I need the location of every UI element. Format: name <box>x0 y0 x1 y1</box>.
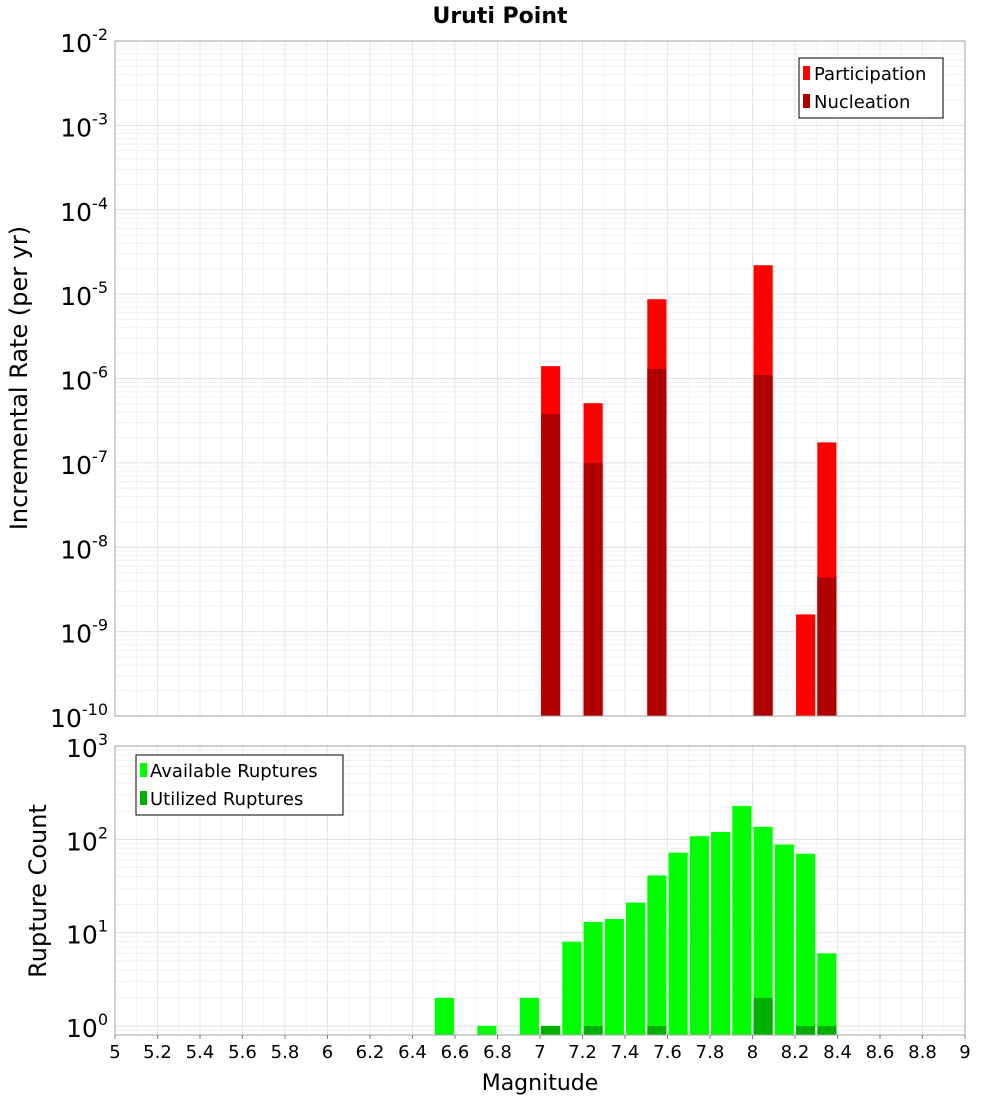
x-tick-label: 8.4 <box>823 1042 852 1063</box>
x-tick-label: 8.8 <box>908 1042 937 1063</box>
utilized-ruptures-legend-label: Utilized Ruptures <box>150 789 303 810</box>
rate-nucleation-bar <box>753 375 773 716</box>
count-available-ruptures-bar <box>626 902 646 1035</box>
count-utilized-ruptures-bar <box>647 1025 667 1035</box>
y-tick-label: 103 <box>66 730 108 763</box>
count-available-ruptures-bar <box>434 997 454 1035</box>
x-tick-label: 7.4 <box>611 1042 640 1063</box>
rate-nucleation-bar <box>583 462 603 716</box>
y-tick-label: 10-5 <box>60 278 108 311</box>
y-tick-label: 10-4 <box>60 194 108 227</box>
count-utilized-ruptures-bar <box>541 1025 561 1035</box>
y-tick-label: 10-3 <box>60 109 108 142</box>
count-utilized-ruptures-bar <box>796 1025 816 1035</box>
y-tick-label: 10-8 <box>60 531 108 564</box>
x-tick-label: 8.6 <box>866 1042 895 1063</box>
x-tick-label: 5 <box>109 1042 120 1063</box>
rate-y-ticks: 10-2 10-3 10-4 10-5 10-6 10-7 10-8 10-9 10-10 <box>50 25 108 733</box>
y-tick-label: 10-2 <box>60 25 108 58</box>
count-utilized-ruptures-bar <box>753 997 773 1035</box>
count-available-ruptures-bar <box>732 805 752 1035</box>
rupture-legend-box <box>135 754 344 816</box>
x-tick-label: 6.4 <box>398 1042 427 1063</box>
count-available-ruptures-bar <box>817 953 837 1035</box>
available-ruptures-legend-swatch <box>140 763 147 777</box>
rate-y-axis-label: Incremental Rate (per yr) <box>5 226 33 530</box>
count-available-ruptures-bar <box>477 1025 497 1035</box>
rate-participation-bar <box>796 614 816 716</box>
y-tick-label: 102 <box>66 823 108 856</box>
x-axis-label: Magnitude <box>482 1071 599 1096</box>
available-ruptures-legend-label: Available Ruptures <box>150 761 318 782</box>
count-available-ruptures-bar <box>689 836 709 1035</box>
y-tick-label: 10-9 <box>60 616 108 649</box>
x-tick-label: 5.6 <box>228 1042 257 1063</box>
x-tick-label: 5.8 <box>271 1042 300 1063</box>
rupture-legend: Available Ruptures Utilized Ruptures <box>135 754 344 816</box>
x-tick-label: 6 <box>322 1042 333 1063</box>
count-available-ruptures-bar <box>753 826 773 1035</box>
y-tick-label: 10-10 <box>50 700 108 733</box>
nucleation-legend-label: Nucleation <box>814 92 910 113</box>
x-tick-label: 5.4 <box>186 1042 215 1063</box>
rate-plot-frame <box>114 40 966 717</box>
rate-legend: Participation Nucleation <box>798 57 944 119</box>
y-tick-label: 10-7 <box>60 447 108 480</box>
rupture-count-panel: 103 102 101 100 5 5.2 5.4 5.6 5.8 6 6.2 6.4 6.6 6.8 7… <box>24 730 971 1096</box>
rupture-y-axis-label: Rupture Count <box>24 804 52 978</box>
chart-title: Uruti Point <box>432 4 568 29</box>
count-available-ruptures-bar <box>711 831 731 1035</box>
participation-legend-label: Participation <box>814 64 926 85</box>
magnitude-x-ticks: 5 5.2 5.4 5.6 5.8 6 6.2 6.4 6.6 6.8 7 7.2 7.4 7.6 7.8 8… <box>109 1035 971 1063</box>
count-available-ruptures-bar <box>668 852 688 1035</box>
count-utilized-ruptures-bar <box>817 1025 837 1035</box>
rupture-y-ticks: 103 102 101 100 <box>66 730 108 1043</box>
rate-gridlines <box>114 41 966 717</box>
count-available-ruptures-bar <box>604 919 624 1035</box>
utilized-ruptures-legend-swatch <box>140 791 147 805</box>
count-available-ruptures-bar <box>774 844 794 1035</box>
x-tick-label: 5.2 <box>143 1042 172 1063</box>
count-available-ruptures-bar <box>647 875 667 1035</box>
rate-panel: 10-2 10-3 10-4 10-5 10-6 10-7 10-8 10-9 10-10 In… <box>5 25 966 733</box>
rate-legend-box <box>798 57 944 119</box>
count-available-ruptures-bar <box>583 922 603 1035</box>
x-tick-label: 8.2 <box>781 1042 810 1063</box>
rupture-bars <box>434 805 837 1035</box>
rate-bars <box>541 265 837 716</box>
count-available-ruptures-bar <box>519 997 539 1035</box>
participation-legend-swatch <box>803 66 810 80</box>
rate-nucleation-bar <box>647 368 667 716</box>
x-tick-label: 6.2 <box>356 1042 385 1063</box>
x-tick-label: 6.6 <box>441 1042 470 1063</box>
count-available-ruptures-bar <box>796 853 816 1035</box>
x-tick-label: 7.2 <box>568 1042 597 1063</box>
y-tick-label: 10-6 <box>60 363 108 396</box>
y-tick-label: 100 <box>66 1010 108 1043</box>
rate-nucleation-bar <box>541 413 561 716</box>
x-tick-label: 6.8 <box>483 1042 512 1063</box>
x-tick-label: 7.6 <box>653 1042 682 1063</box>
x-tick-label: 7 <box>534 1042 545 1063</box>
count-utilized-ruptures-bar <box>583 1025 603 1035</box>
count-available-ruptures-bar <box>562 941 582 1035</box>
rate-nucleation-bar <box>817 577 837 716</box>
x-tick-label: 7.8 <box>696 1042 725 1063</box>
x-tick-label: 8 <box>747 1042 758 1063</box>
x-tick-label: 9 <box>959 1042 970 1063</box>
y-tick-label: 101 <box>66 917 108 950</box>
nucleation-legend-swatch <box>803 94 810 108</box>
